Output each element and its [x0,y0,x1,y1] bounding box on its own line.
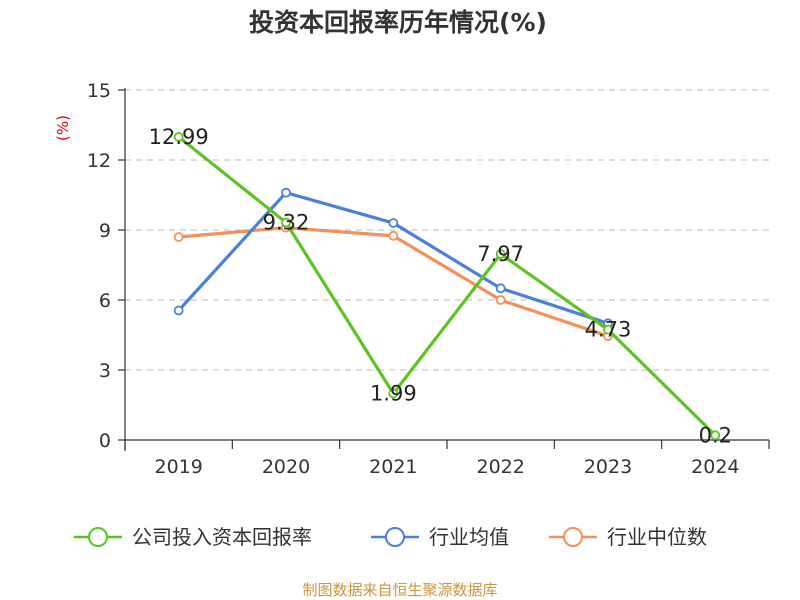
series-0 [173,131,721,441]
legend-label-2: 行业中位数 [607,525,707,549]
x-tick-label-2022: 2022 [476,456,524,478]
source-note: 制图数据来自恒生聚源数据库 [302,581,497,599]
y-tick-label-15: 15 [87,80,111,102]
legend-label-0: 公司投入资本回报率 [132,525,312,549]
x-tick-label-2021: 2021 [369,456,417,478]
legend-item-2[interactable]: 行业中位数 [549,525,707,549]
data-label-2019: 12.99 [149,125,209,149]
series-line-2 [178,226,609,338]
y-tick-label-12: 12 [87,150,111,172]
data-label-2022: 7.97 [477,242,524,266]
y-tick-label-9: 9 [99,220,111,242]
series-1 [173,187,613,329]
y-tick-label-3: 3 [99,360,111,382]
chart-title: 投资本回报率历年情况(%) [249,8,547,37]
legend-label-1: 行业均值 [429,525,509,549]
series-0-point-2021 [388,388,399,399]
legend-item-0[interactable]: 公司投入资本回报率 [74,525,312,549]
series-0-point-2024 [710,430,721,441]
legend[interactable]: 公司投入资本回报率 行业均值 行业中位数 [74,525,707,549]
legend-marker-1 [385,527,405,547]
data-labels: 12.99 9.32 1.99 7.97 4.73 0.2 [149,125,732,447]
series-2-point-2019 [173,232,184,242]
legend-item-1[interactable]: 行业均值 [371,525,509,549]
legend-marker-0 [88,527,108,547]
data-label-2023: 4.73 [585,318,632,342]
y-tick-label-6: 6 [99,290,111,312]
legend-marker-2 [563,527,583,547]
series-2-point-2022 [495,295,506,305]
series-0-point-2020 [281,217,291,228]
series-0-point-2019 [173,131,184,142]
x-tick-label-2019: 2019 [154,456,202,478]
x-tick-label-2024: 2024 [691,456,739,478]
data-label-2021: 1.99 [370,382,417,406]
data-label-2020: 9.32 [263,211,310,235]
series-line-0 [177,135,717,437]
series-2-point-2021 [388,230,399,241]
series-group [173,131,721,441]
series-line-1 [177,191,609,325]
data-label-2024: 0.2 [699,423,732,447]
y-tick-label-0: 0 [99,430,111,452]
series-1-point-2020 [281,187,291,198]
series-0-point-2022 [495,249,506,259]
series-0-point-2023 [603,324,613,335]
series-1-point-2021 [388,218,399,228]
series-1-point-2019 [173,305,184,316]
x-tick-label-2023: 2023 [584,456,632,478]
grid [125,89,769,371]
series-1-point-2022 [495,283,506,294]
x-tick-label-2020: 2020 [262,456,310,478]
y-axis-unit: (%) [54,115,72,141]
axes: 0 3 6 9 12 15 2019 2020 2021 2022 2023 2024 [87,80,770,478]
